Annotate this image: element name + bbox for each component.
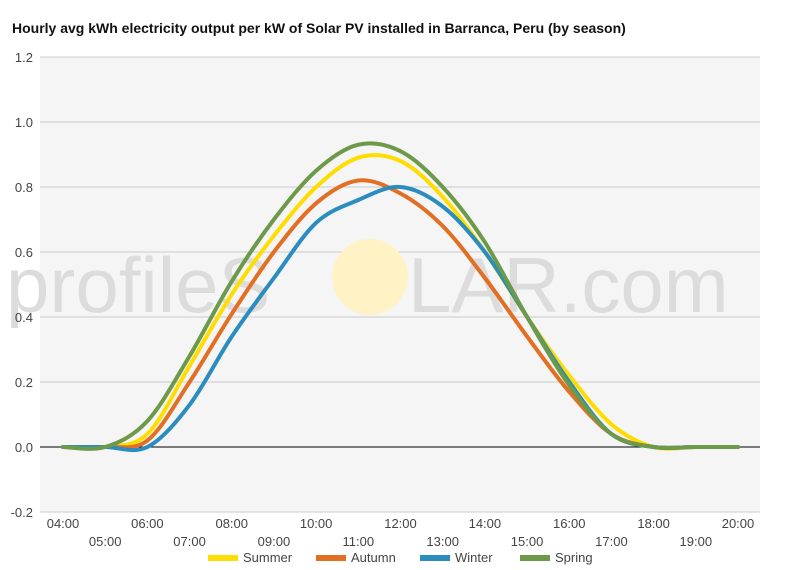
x-tick-label: 11:00 <box>343 534 375 549</box>
legend-swatch-summer <box>208 555 238 561</box>
legend-label-spring: Spring <box>555 550 593 565</box>
x-tick-label: 12:00 <box>384 516 417 531</box>
y-tick-label: 0.4 <box>15 310 33 325</box>
y-tick-label: 0.8 <box>15 180 33 195</box>
legend-label-summer: Summer <box>243 550 293 565</box>
x-tick-label: 20:00 <box>722 516 755 531</box>
x-tick-label: 19:00 <box>680 534 713 549</box>
x-axis: 04:00 06:00 08:00 10:00 12:00 14:00 16:00 18:00… <box>47 516 755 549</box>
x-tick-label: 07:00 <box>173 534 206 549</box>
y-axis: -0.2 0.0 0.2 0.4 0.6 0.8 1.0 1.2 <box>11 50 33 520</box>
x-tick-label: 16:00 <box>553 516 586 531</box>
x-tick-label: 15:00 <box>511 534 544 549</box>
watermark-sun-icon <box>332 239 408 315</box>
legend-label-autumn: Autumn <box>351 550 396 565</box>
x-tick-label: 09:00 <box>258 534 291 549</box>
x-tick-label: 13:00 <box>426 534 459 549</box>
y-tick-label: 0.6 <box>15 245 33 260</box>
legend-swatch-autumn <box>316 555 346 561</box>
watermark: profileS LAR.com <box>6 239 729 329</box>
x-tick-label: 06:00 <box>131 516 164 531</box>
y-tick-label: -0.2 <box>11 505 33 520</box>
y-tick-label: 0.2 <box>15 375 33 390</box>
legend-swatch-winter <box>420 555 450 561</box>
x-tick-label: 10:00 <box>300 516 333 531</box>
watermark-text-left: profileS <box>6 241 270 329</box>
x-tick-label: 18:00 <box>637 516 670 531</box>
y-tick-label: 1.2 <box>15 50 33 65</box>
series-line-summer <box>61 153 740 451</box>
legend-swatch-spring <box>520 555 550 561</box>
x-tick-label: 17:00 <box>595 534 628 549</box>
series-lines <box>61 141 740 453</box>
x-tick-label: 05:00 <box>89 534 122 549</box>
x-tick-label: 14:00 <box>469 516 502 531</box>
y-tick-label: 0.0 <box>15 440 33 455</box>
y-tick-label: 1.0 <box>15 115 33 130</box>
legend: Summer Autumn Winter Spring <box>208 550 593 565</box>
x-tick-label: 08:00 <box>215 516 248 531</box>
watermark-text-right: LAR.com <box>408 241 729 329</box>
legend-label-winter: Winter <box>455 550 493 565</box>
chart-title: Hourly avg kWh electricity output per kW… <box>12 20 626 36</box>
x-tick-label: 04:00 <box>47 516 80 531</box>
series-line-spring <box>61 141 740 451</box>
